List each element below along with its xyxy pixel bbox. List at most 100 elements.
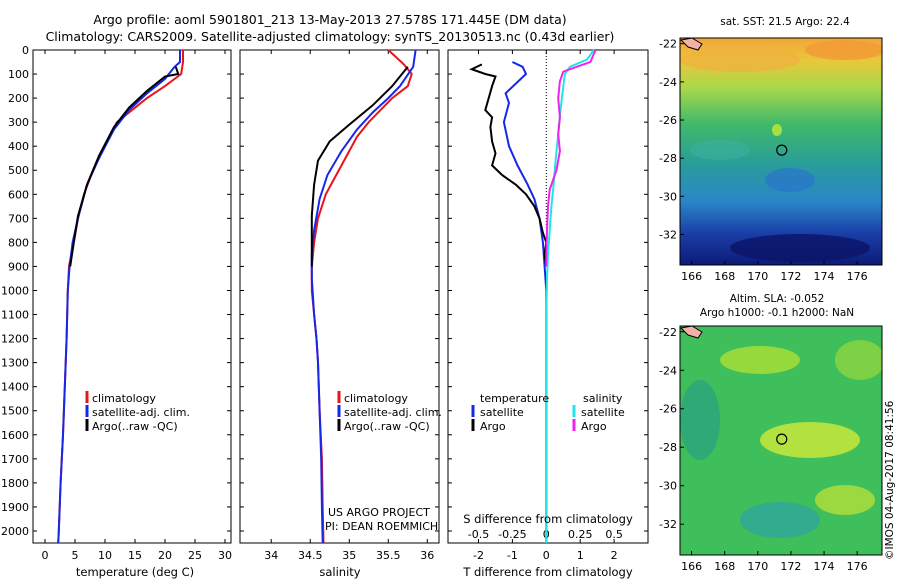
depth-tick-label: 1400 <box>1 381 29 394</box>
depth-tick-label: 0 <box>22 44 29 57</box>
map-lon-label: 172 <box>780 270 801 283</box>
x-tick-label: -1 <box>507 549 518 562</box>
sst-warm-patch <box>680 48 800 72</box>
salinity-panel: 34 34.5 35 35.5 36 <box>239 49 440 562</box>
sla-label: Altim. SLA: -0.052 <box>730 293 825 305</box>
depth-tick-label: 1600 <box>1 429 29 442</box>
sst-map-field <box>680 38 882 265</box>
x-tick-label: -2 <box>473 549 484 562</box>
depth-tick-label: 1300 <box>1 357 29 370</box>
map-lon-label: 176 <box>847 560 868 573</box>
sla-low-patch <box>680 380 720 460</box>
difference-panel: -2 -1 0 1 2-0.5 -0.25 0 0.25 0.5 <box>447 49 649 562</box>
imos-credit: ©IMOS 04-Aug-2017 08:41:56 <box>884 400 896 560</box>
temperature-panel: 0 5 10 15 20 25 30 <box>32 49 232 562</box>
difference-legend: temperature salinity satellite Argo sate… <box>471 392 625 433</box>
map-lat-label: -28 <box>659 441 677 454</box>
depth-tick-label: 1900 <box>1 501 29 514</box>
legend-label-climatology: climatology <box>344 392 408 405</box>
float-position-marker <box>776 433 788 445</box>
sst-cool-patch <box>765 168 815 192</box>
sst-map-axes: 166 168 170 172 174 176 -22 -24 -26 -28 -30 -32 <box>659 38 868 283</box>
series-line-argo-raw-qc <box>310 66 409 267</box>
depth-tick-label: 400 <box>8 140 29 153</box>
map-lat-label: -26 <box>659 114 677 127</box>
map-lat-label: -24 <box>659 364 677 377</box>
salinity-plot-frame <box>239 49 440 544</box>
depth-tick-label: 200 <box>8 92 29 105</box>
argo-height-label: Argo h1000: -0.1 h2000: NaN <box>700 307 854 319</box>
salinity-plot-area: 34 34.5 35 35.5 36 <box>240 49 439 562</box>
map-lat-label: -30 <box>659 480 677 493</box>
legend-title-temperature: temperature <box>480 392 549 405</box>
x-tick-label: 20 <box>158 549 172 562</box>
temperature-xlabel: temperature (deg C) <box>76 565 194 579</box>
depth-tick-label: 700 <box>8 212 29 225</box>
sla-high-patch <box>815 485 875 515</box>
series-line-argo-raw-qc <box>69 66 180 267</box>
difference-plot-frame <box>447 49 649 544</box>
depth-tick-label: 1000 <box>1 284 29 297</box>
pi-annotation: PI: DEAN ROEMMICH <box>325 520 438 533</box>
temperature-plot-frame <box>32 49 232 544</box>
depth-tick-label: 1700 <box>1 453 29 466</box>
map-lon-label: 166 <box>681 560 702 573</box>
map-lon-label: 170 <box>747 270 768 283</box>
sla-low-patch <box>740 502 820 538</box>
map-lat-label: -32 <box>659 518 677 531</box>
map-lon-label: 172 <box>780 560 801 573</box>
x-tick-label: 30 <box>218 549 232 562</box>
legend-label-s-satellite: satellite <box>581 406 625 419</box>
map-lat-label: -26 <box>659 403 677 416</box>
project-annotation: US ARGO PROJECT <box>328 506 430 519</box>
x-tick-label: 36 <box>420 549 434 562</box>
sst-map-frame <box>679 37 883 266</box>
sla-high-patch <box>835 340 882 380</box>
map-lat-label: -32 <box>659 228 677 241</box>
map-lat-label: -24 <box>659 76 677 89</box>
depth-axis: 0 100 200 300 400 500 600 700 800 900 1000 1100 1200… <box>1 44 29 538</box>
series-line-argo <box>545 49 597 267</box>
s-tick-label: 0.5 <box>605 528 623 541</box>
depth-tick-label: 1800 <box>1 477 29 490</box>
t-difference-xlabel: T difference from climatology <box>462 565 633 579</box>
depth-tick-label: 800 <box>8 236 29 249</box>
series-line-argo <box>469 63 548 267</box>
x-tick-label: 5 <box>72 549 79 562</box>
s-tick-label: -0.5 <box>468 528 489 541</box>
map-lat-label: -22 <box>659 38 677 51</box>
sla-map-field <box>680 326 882 555</box>
x-tick-label: 15 <box>128 549 142 562</box>
sla-map: 166 168 170 172 174 176 -22 -24 -26 -28 -30 -32 Alt… <box>659 293 883 573</box>
depth-tick-label: 300 <box>8 116 29 129</box>
map-lon-label: 166 <box>681 270 702 283</box>
x-tick-label: 25 <box>188 549 202 562</box>
climatology-subtitle: Climatology: CARS2009. Satellite-adjuste… <box>45 29 615 44</box>
legend-title-salinity: salinity <box>583 392 623 405</box>
x-tick-label: 35 <box>342 549 356 562</box>
temperature-legend: climatology satellite-adj. clim. Argo(..… <box>85 391 190 433</box>
s-difference-label: S difference from climatology <box>463 512 633 526</box>
x-tick-label: 1 <box>577 549 584 562</box>
x-tick-label: 35.5 <box>376 549 401 562</box>
series-line-satellite-adj-clim <box>310 49 417 544</box>
float-position-marker <box>776 144 788 156</box>
sst-cold-patch <box>730 234 870 262</box>
map-lon-label: 168 <box>714 270 735 283</box>
salinity-xlabel: salinity <box>319 565 360 579</box>
s-tick-label: -0.25 <box>498 528 526 541</box>
x-tick-label: 2 <box>611 549 618 562</box>
depth-tick-label: 2000 <box>1 525 29 538</box>
legend-label-satellite: satellite-adj. clim. <box>344 406 442 419</box>
x-tick-label: 34 <box>264 549 278 562</box>
difference-plot-area: -2 -1 0 1 2-0.5 -0.25 0 0.25 0.5 <box>448 49 648 562</box>
map-lon-label: 174 <box>814 270 835 283</box>
sst-cool-patch <box>690 140 750 160</box>
depth-tick-label: 100 <box>8 68 29 81</box>
depth-tick-label: 1500 <box>1 405 29 418</box>
map-lon-label: 170 <box>747 560 768 573</box>
legend-label-satellite: satellite-adj. clim. <box>92 406 190 419</box>
map-lat-label: -30 <box>659 190 677 203</box>
s-tick-label: 0.25 <box>568 528 593 541</box>
